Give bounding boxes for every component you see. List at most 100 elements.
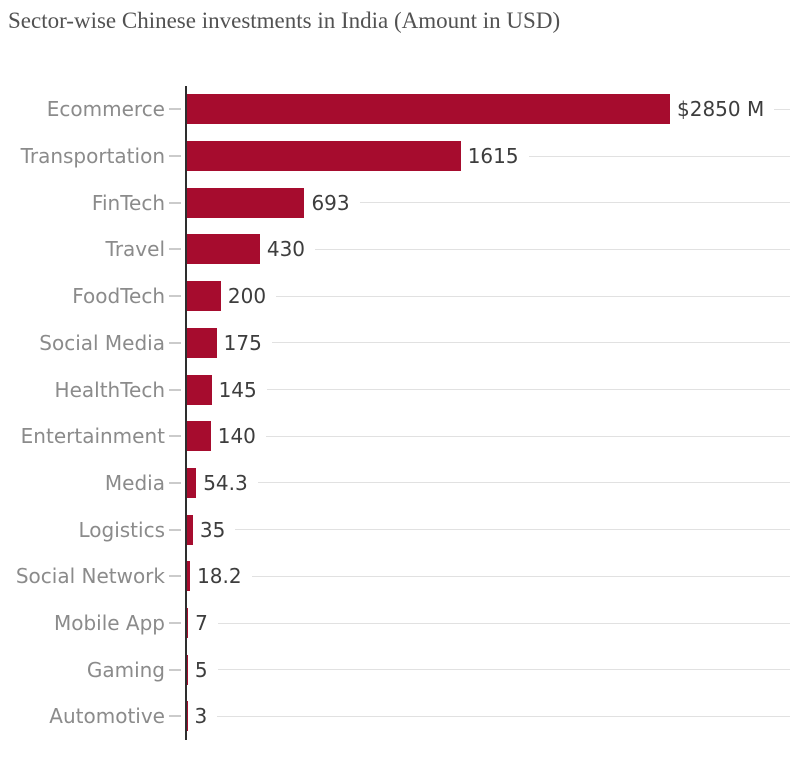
- bar-plot-area: 3: [187, 693, 800, 740]
- axis-tick: [169, 575, 181, 578]
- row-leader-line: [257, 482, 790, 484]
- bar-row: Logistics 35: [0, 506, 800, 553]
- value-label: 175: [223, 330, 262, 355]
- axis-tick: [169, 295, 181, 298]
- bar-row: FinTech 693: [0, 179, 800, 226]
- axis-tick: [169, 715, 181, 718]
- value-label: 693: [311, 190, 350, 215]
- bar: [187, 374, 212, 405]
- chart-title: Sector-wise Chinese investments in India…: [8, 8, 561, 33]
- bar: [187, 421, 211, 452]
- bar: [187, 654, 188, 685]
- bar: [187, 561, 191, 592]
- bar-row: Gaming 5: [0, 646, 800, 693]
- axis-tick: [169, 108, 181, 111]
- bar-chart: Ecommerce $2850 M Transportation 1615 FinTec…: [0, 86, 800, 740]
- axis-tick: [169, 388, 181, 391]
- bar-plot-area: 54.3: [187, 460, 800, 507]
- bar-plot-area: 145: [187, 366, 800, 413]
- row-leader-line: [217, 715, 790, 717]
- bar-row: FoodTech 200: [0, 273, 800, 320]
- axis-tick: [169, 201, 181, 204]
- category-label: Transportation: [20, 144, 165, 169]
- value-label: 35: [199, 517, 226, 542]
- bar-plot-area: 140: [187, 413, 800, 460]
- axis-tick: [169, 155, 181, 158]
- row-leader-line: [235, 529, 790, 531]
- category-label: FoodTech: [72, 284, 165, 309]
- category-label: Travel: [105, 237, 165, 262]
- category-label: Social Media: [39, 330, 165, 355]
- bar: [187, 514, 193, 545]
- value-label: 140: [217, 424, 256, 449]
- value-label: 1615: [467, 144, 519, 169]
- bar: [187, 187, 305, 218]
- bar: [187, 701, 188, 732]
- row-leader-line: [217, 622, 790, 624]
- category-label: Mobile App: [53, 611, 165, 636]
- axis-tick: [169, 528, 181, 531]
- bar-plot-area: 175: [187, 320, 800, 367]
- bar: [187, 327, 217, 358]
- bar: [187, 141, 461, 172]
- row-leader-line: [276, 295, 790, 297]
- category-label: Social Network: [15, 564, 165, 589]
- value-label: 3: [194, 704, 208, 729]
- category-label: HealthTech: [54, 377, 165, 402]
- bar-row: Entertainment 140: [0, 413, 800, 460]
- bar-row: Travel 430: [0, 226, 800, 273]
- category-label: FinTech: [91, 190, 165, 215]
- row-leader-line: [251, 575, 790, 577]
- bar-plot-area: 35: [187, 506, 800, 553]
- bar: [187, 94, 670, 125]
- bar-plot-area: 1615: [187, 133, 800, 180]
- bar-plot-area: 200: [187, 273, 800, 320]
- row-leader-line: [774, 108, 790, 110]
- y-axis-line: [185, 86, 187, 740]
- bar: [187, 281, 221, 312]
- value-label: $2850 M: [677, 97, 765, 122]
- bar-row: Transportation 1615: [0, 133, 800, 180]
- row-leader-line: [359, 202, 790, 204]
- axis-tick: [169, 341, 181, 344]
- axis-tick: [169, 248, 181, 251]
- value-label: 54.3: [203, 470, 248, 495]
- bar-row: Social Media 175: [0, 320, 800, 367]
- bar: [187, 234, 260, 265]
- bar: [187, 467, 197, 498]
- bar-plot-area: 693: [187, 179, 800, 226]
- bar-plot-area: 7: [187, 600, 800, 647]
- bar-row: Mobile App 7: [0, 600, 800, 647]
- bar-plot-area: 5: [187, 646, 800, 693]
- bar-row: HealthTech 145: [0, 366, 800, 413]
- row-leader-line: [315, 248, 790, 250]
- row-leader-line: [528, 155, 790, 157]
- category-label: Entertainment: [20, 424, 165, 449]
- bar: [187, 608, 189, 639]
- row-leader-line: [217, 669, 790, 671]
- axis-tick: [169, 622, 181, 625]
- axis-tick: [169, 435, 181, 438]
- category-label: Logistics: [78, 517, 165, 542]
- row-leader-line: [271, 342, 790, 344]
- bar-plot-area: 18.2: [187, 553, 800, 600]
- bar-row: Automotive 3: [0, 693, 800, 740]
- row-leader-line: [266, 389, 790, 391]
- value-label: 145: [218, 377, 257, 402]
- bar-row: Media 54.3: [0, 460, 800, 507]
- axis-tick: [169, 668, 181, 671]
- value-label: 5: [194, 657, 208, 682]
- value-label: 18.2: [197, 564, 242, 589]
- value-label: 430: [266, 237, 306, 262]
- bar-row: Ecommerce $2850 M: [0, 86, 800, 133]
- category-label: Ecommerce: [46, 97, 165, 122]
- category-label: Gaming: [86, 657, 165, 682]
- bar-plot-area: 430: [187, 226, 800, 273]
- bar-row: Social Network 18.2: [0, 553, 800, 600]
- bar-plot-area: $2850 M: [187, 86, 800, 133]
- category-label: Media: [104, 470, 165, 495]
- value-label: 200: [227, 284, 267, 309]
- row-leader-line: [265, 435, 790, 437]
- axis-tick: [169, 481, 181, 484]
